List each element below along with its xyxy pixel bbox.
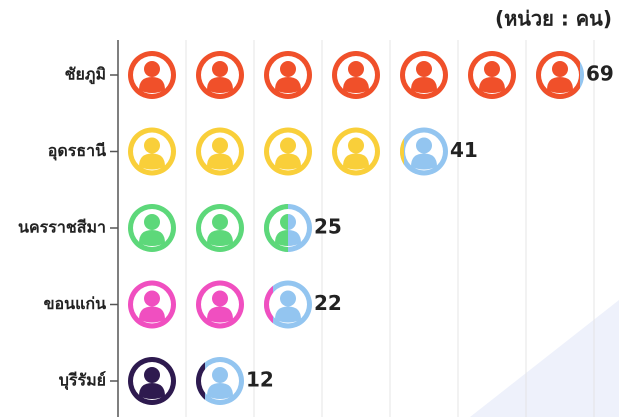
icon-body <box>207 306 233 323</box>
icon-body <box>275 153 301 170</box>
icon-head <box>552 61 568 77</box>
value-label: 25 <box>314 215 342 239</box>
icon-head <box>416 61 432 77</box>
icon-body <box>411 153 437 170</box>
icon-part <box>264 204 288 252</box>
icon-body <box>139 77 165 93</box>
icon-body <box>139 306 165 323</box>
icon-body <box>343 77 369 93</box>
icon <box>264 280 312 329</box>
icon-ring <box>400 138 404 165</box>
category-label: นครราชสีมา <box>18 218 106 237</box>
icon-head <box>212 367 228 383</box>
icon-body <box>207 383 233 399</box>
icon-body <box>207 230 233 246</box>
icon <box>400 127 448 176</box>
icon-head <box>280 214 288 230</box>
icon <box>128 204 176 252</box>
icon <box>468 51 516 99</box>
icon-body <box>547 77 573 93</box>
icon-body <box>139 153 165 170</box>
icon-body <box>479 77 505 93</box>
icon-face <box>201 369 205 393</box>
icon-head <box>144 290 160 307</box>
icon <box>196 51 244 99</box>
icon <box>196 204 244 252</box>
icon-head <box>144 214 160 230</box>
icon <box>196 127 244 176</box>
icon <box>264 127 312 176</box>
category-label: อุดรธานี <box>48 141 106 161</box>
icon <box>332 127 380 176</box>
background-shape <box>470 300 619 417</box>
icon-ring <box>264 285 273 324</box>
icon-head <box>212 61 228 77</box>
icon-body <box>275 77 301 93</box>
icon-body <box>343 153 369 170</box>
icon-head <box>144 367 160 383</box>
icon-body <box>139 383 165 399</box>
icon-head <box>348 61 364 77</box>
icon-part <box>536 51 580 99</box>
icon <box>196 280 244 329</box>
icon-head <box>280 290 296 307</box>
icon <box>536 51 584 99</box>
value-label: 41 <box>450 138 478 162</box>
icon-body <box>411 77 437 93</box>
icon-body <box>207 153 233 170</box>
value-label: 69 <box>586 62 614 86</box>
icon-head <box>416 137 432 154</box>
icon-ring <box>196 362 205 400</box>
icon <box>400 51 448 99</box>
icon <box>128 127 176 176</box>
category-label: ชัยภูมิ <box>65 65 106 86</box>
icon <box>128 51 176 99</box>
icon-body <box>207 77 233 93</box>
icon-head <box>280 137 296 154</box>
category-label: ขอนแก่น <box>44 294 106 313</box>
icon-head <box>212 214 228 230</box>
icon <box>128 357 176 405</box>
value-label: 12 <box>246 368 274 392</box>
icon-head <box>144 61 160 77</box>
icon <box>196 357 244 405</box>
value-label: 22 <box>314 291 342 315</box>
icon-body <box>275 230 288 246</box>
category-label: บุรีรัมย์ <box>59 371 106 391</box>
icon <box>264 51 312 99</box>
icon-part <box>196 362 205 400</box>
icon-head <box>212 290 228 307</box>
icon-face <box>269 292 273 317</box>
icon-head <box>484 61 500 77</box>
icon-head <box>212 137 228 154</box>
icon <box>264 204 312 252</box>
icon <box>332 51 380 99</box>
icon-head <box>144 137 160 154</box>
icon-head <box>280 61 296 77</box>
icon-part <box>264 285 273 324</box>
icon <box>128 280 176 329</box>
icon-head <box>348 137 364 154</box>
icon-body <box>139 230 165 246</box>
icon-body <box>275 306 301 323</box>
icon-part <box>400 138 404 165</box>
unit-label: (หน่วย : คน) <box>495 7 612 31</box>
